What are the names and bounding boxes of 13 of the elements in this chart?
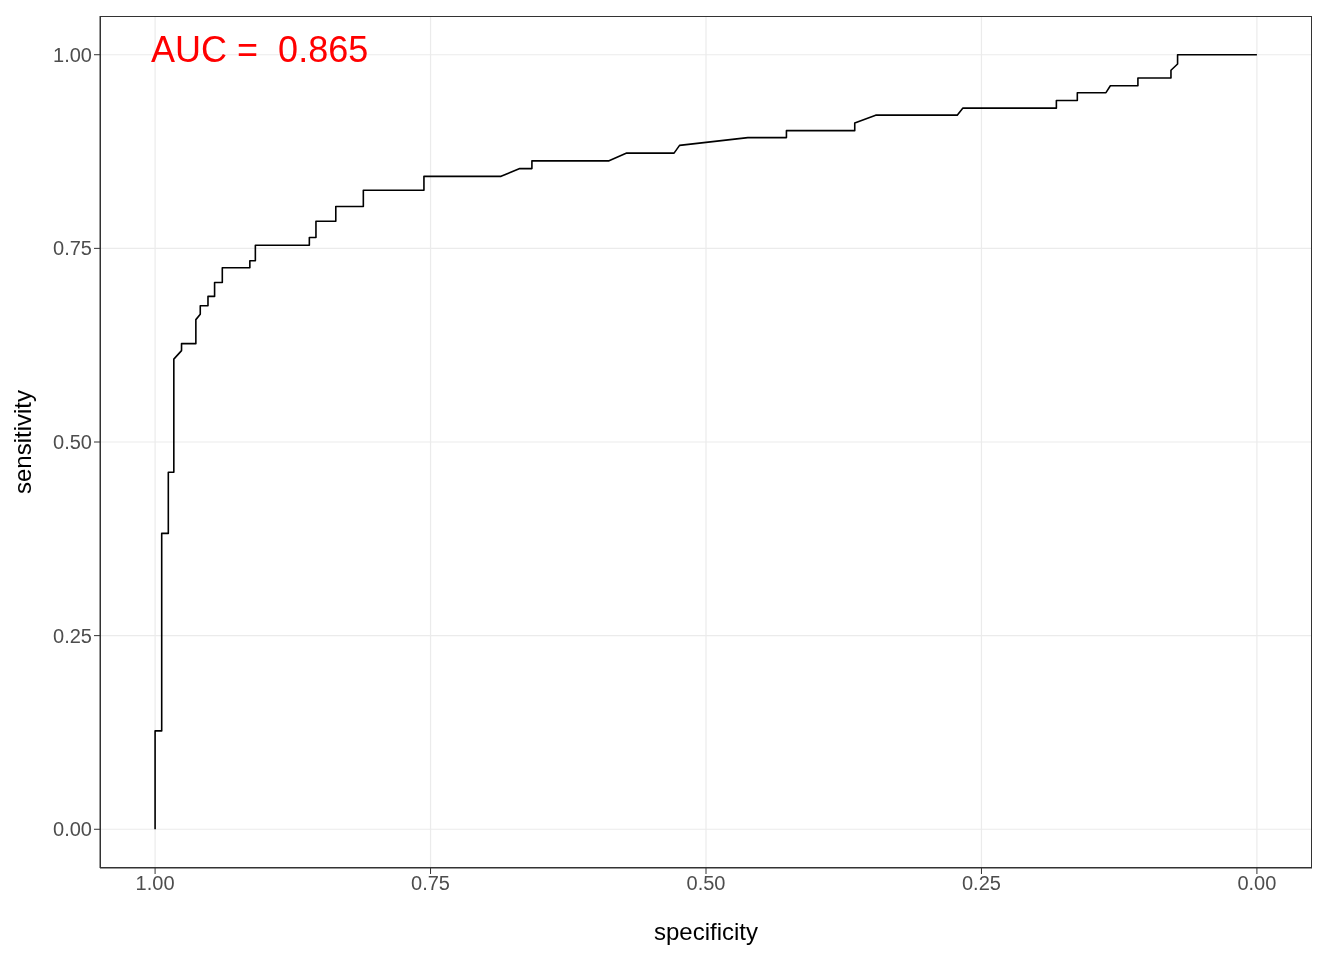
x-tick-label: 0.75	[411, 872, 451, 895]
annotation: AUC = 0.865	[151, 29, 369, 70]
x-tick-label: 0.25	[961, 872, 1001, 895]
x-tick-label: 1.00	[135, 872, 175, 895]
y-tick-label: 0.50	[53, 431, 92, 454]
y-tick-label: 0.25	[53, 624, 92, 647]
y-tick-label: 0.75	[53, 237, 92, 260]
x-tick-label: 0.50	[686, 872, 726, 895]
y-tick-label: 0.00	[53, 818, 92, 841]
y-tick-label: 1.00	[53, 43, 92, 66]
y-axis-title: sensitivity	[8, 389, 36, 495]
x-axis-title: specificity	[653, 918, 759, 945]
x-tick-label: 0.00	[1237, 872, 1277, 895]
